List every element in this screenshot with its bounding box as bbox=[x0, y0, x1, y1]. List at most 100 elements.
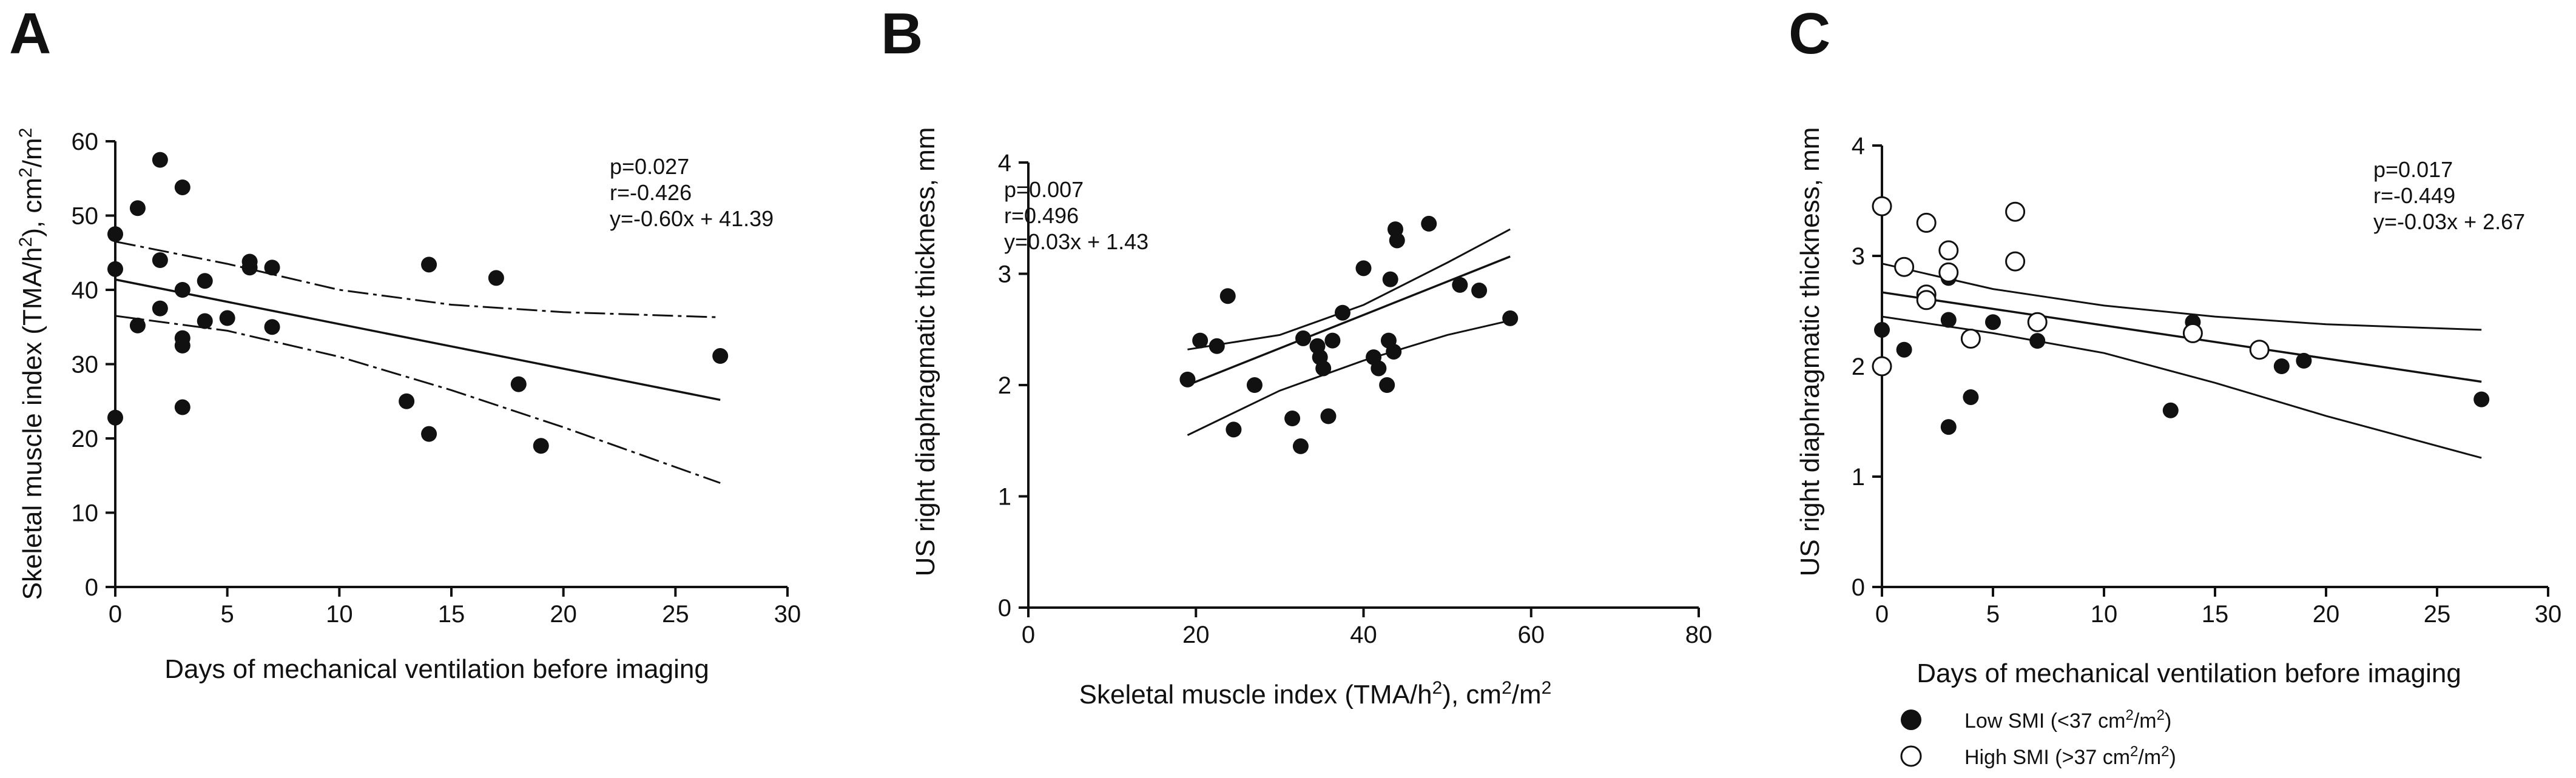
legend-high-sup: 2 bbox=[2161, 743, 2169, 760]
panel-c-point-high-smi bbox=[1938, 240, 1959, 261]
panel-a-point bbox=[107, 226, 123, 243]
panel-b-point bbox=[1292, 438, 1309, 454]
panel-c-point-high-smi bbox=[1916, 290, 1937, 310]
panel-b-point bbox=[1320, 408, 1337, 424]
panel-c-point-high-smi bbox=[2027, 312, 2048, 332]
panel-b-x-tick-label: 60 bbox=[1518, 622, 1545, 648]
panel-a-x-tick-label: 15 bbox=[438, 601, 465, 628]
panel-a-point bbox=[241, 260, 258, 276]
panel-b-point bbox=[1386, 343, 1402, 360]
panel-a-x-tick-label: 0 bbox=[109, 601, 122, 628]
panel-b-x-label-part: ), cm bbox=[1442, 680, 1502, 709]
panel-c-point-high-smi bbox=[2005, 201, 2026, 222]
panel-c-point-high-smi bbox=[1960, 329, 1981, 349]
legend-low-sup: 2 bbox=[2157, 707, 2165, 723]
legend-high-part: High SMI (>37 cm bbox=[1964, 746, 2130, 769]
panel-b-x-tick-label: 0 bbox=[1022, 622, 1035, 648]
panel-a-ticks: 0 5 10 15 20 25 30 0 10 20 30 40 50 60 bbox=[72, 129, 801, 628]
panel-b-point bbox=[1315, 360, 1332, 377]
panel-a-point bbox=[219, 310, 235, 326]
panel-b-x-label-sup: 2 bbox=[1432, 678, 1443, 698]
panel-c-point-high-smi bbox=[1894, 257, 1915, 277]
panel-a-point bbox=[399, 393, 415, 409]
panel-b-fit bbox=[1187, 228, 1511, 436]
panel-b-x-tick-label: 80 bbox=[1685, 622, 1713, 648]
panel-a-point bbox=[264, 319, 280, 335]
legend-label-low-smi: Low SMI (<37 cm2/m2) bbox=[1964, 707, 2171, 733]
panel-a-point bbox=[107, 409, 123, 426]
panel-c-y-tick-label: 3 bbox=[1852, 243, 1865, 270]
legend-low-sup: 2 bbox=[2125, 707, 2133, 723]
panel-b-y-tick-label: 2 bbox=[998, 372, 1011, 399]
panel-a-point bbox=[488, 270, 504, 286]
panel-a-x-tick-label: 10 bbox=[326, 601, 353, 628]
panel-b: B 0 20 40 60 80 0 1 2 3 4 p=0.007 r=0.496 y=0.03x… bbox=[881, 1, 1712, 709]
panel-c-y-tick-label: 4 bbox=[1852, 133, 1865, 159]
panel-b-point bbox=[1209, 338, 1225, 354]
panel-a-p-value: p=0.027 bbox=[610, 154, 689, 179]
panel-a-point bbox=[152, 152, 168, 168]
panel-b-points bbox=[1179, 215, 1519, 454]
panel-c: C 0 5 10 15 20 25 30 0 1 2 3 4 p=0.017 r=-0.449 y=-… bbox=[1789, 1, 2561, 769]
panel-b-equation: y=0.03x + 1.43 bbox=[1004, 229, 1148, 254]
panel-a-y-tick-label: 60 bbox=[72, 129, 99, 155]
panel-a-point bbox=[152, 300, 168, 317]
panel-a-equation: y=-0.60x + 41.39 bbox=[610, 206, 774, 231]
panel-b-x-label-part: Skeletal muscle index (TMA/h bbox=[1079, 680, 1432, 709]
panel-letter-a: A bbox=[9, 1, 51, 66]
panel-b-ci-lower-band bbox=[1187, 320, 1511, 436]
panel-c-point-low-smi bbox=[1874, 321, 1890, 338]
panel-a-point bbox=[712, 348, 729, 364]
panel-b-y-tick-label: 4 bbox=[998, 150, 1011, 176]
panel-b-point bbox=[1192, 332, 1209, 349]
panel-c-point-low-smi bbox=[1985, 314, 2001, 330]
panel-b-point bbox=[1334, 304, 1350, 321]
panel-a-y-tick-label: 50 bbox=[72, 203, 99, 230]
panel-c-point-low-smi bbox=[1940, 312, 1957, 328]
panel-c-point-low-smi bbox=[1896, 341, 1912, 358]
panel-a-point bbox=[129, 317, 146, 334]
panel-a-y-tick-label: 40 bbox=[72, 277, 99, 304]
panel-a-point bbox=[174, 179, 191, 195]
legend-high-sup: 2 bbox=[2130, 743, 2138, 760]
panel-a-x-tick-label: 25 bbox=[662, 601, 689, 628]
panel-b-point bbox=[1295, 330, 1312, 346]
panel-a-y-label-part: ), cm bbox=[18, 178, 47, 237]
panel-a-point bbox=[510, 376, 527, 392]
panel-b-point bbox=[1219, 288, 1236, 304]
panel-letter-c: C bbox=[1789, 1, 1830, 66]
panel-a-point bbox=[197, 313, 213, 329]
panel-c-x-tick-label: 20 bbox=[2313, 601, 2340, 628]
panel-a-point bbox=[174, 399, 191, 415]
panel-b-point bbox=[1324, 332, 1341, 349]
panel-c-point-low-smi bbox=[2162, 402, 2179, 418]
panel-b-point bbox=[1246, 377, 1263, 393]
panel-a-r-value: r=-0.426 bbox=[610, 180, 692, 205]
legend-marker-low-smi bbox=[1901, 709, 1921, 730]
panel-b-x-label-sup: 2 bbox=[1542, 678, 1552, 698]
panel-c-point-high-smi bbox=[2249, 340, 2270, 360]
panel-c-ticks: 0 5 10 15 20 25 30 0 1 2 3 4 bbox=[1852, 133, 2562, 628]
panel-c-point-low-smi bbox=[1963, 389, 1979, 405]
panel-c-point-high-smi bbox=[2005, 251, 2026, 272]
panel-b-y-axis-label: US right diaphragmatic thickness, mm bbox=[911, 127, 940, 577]
panel-b-point bbox=[1502, 310, 1519, 326]
panel-c-y-tick-label: 0 bbox=[1852, 574, 1865, 601]
panel-c-x-tick-label: 5 bbox=[1986, 601, 2000, 628]
panel-a-point bbox=[174, 337, 191, 354]
panel-a: A 0 5 10 15 20 25 30 0 10 20 30 40 50 60 p=0.027 r=-0… bbox=[9, 1, 801, 684]
panel-a-point bbox=[174, 282, 191, 298]
panel-c-y-axis-label: US right diaphragmatic thickness, mm bbox=[1795, 127, 1825, 577]
panel-c-points bbox=[1872, 196, 2490, 435]
panel-c-y-tick-label: 1 bbox=[1852, 464, 1865, 491]
legend-high-part: /m bbox=[2138, 746, 2161, 769]
panel-a-y-tick-label: 20 bbox=[72, 426, 99, 452]
panel-c-equation: y=-0.03x + 2.67 bbox=[2373, 209, 2525, 234]
legend-high-part: ) bbox=[2170, 746, 2176, 769]
panel-a-y-tick-label: 0 bbox=[85, 574, 98, 601]
panel-c-ci-upper-band bbox=[1881, 263, 2482, 331]
panel-c-fit bbox=[1881, 263, 2482, 459]
panel-b-point bbox=[1382, 271, 1398, 287]
panel-b-point bbox=[1379, 377, 1395, 393]
panel-b-x-label-sup: 2 bbox=[1502, 678, 1512, 698]
